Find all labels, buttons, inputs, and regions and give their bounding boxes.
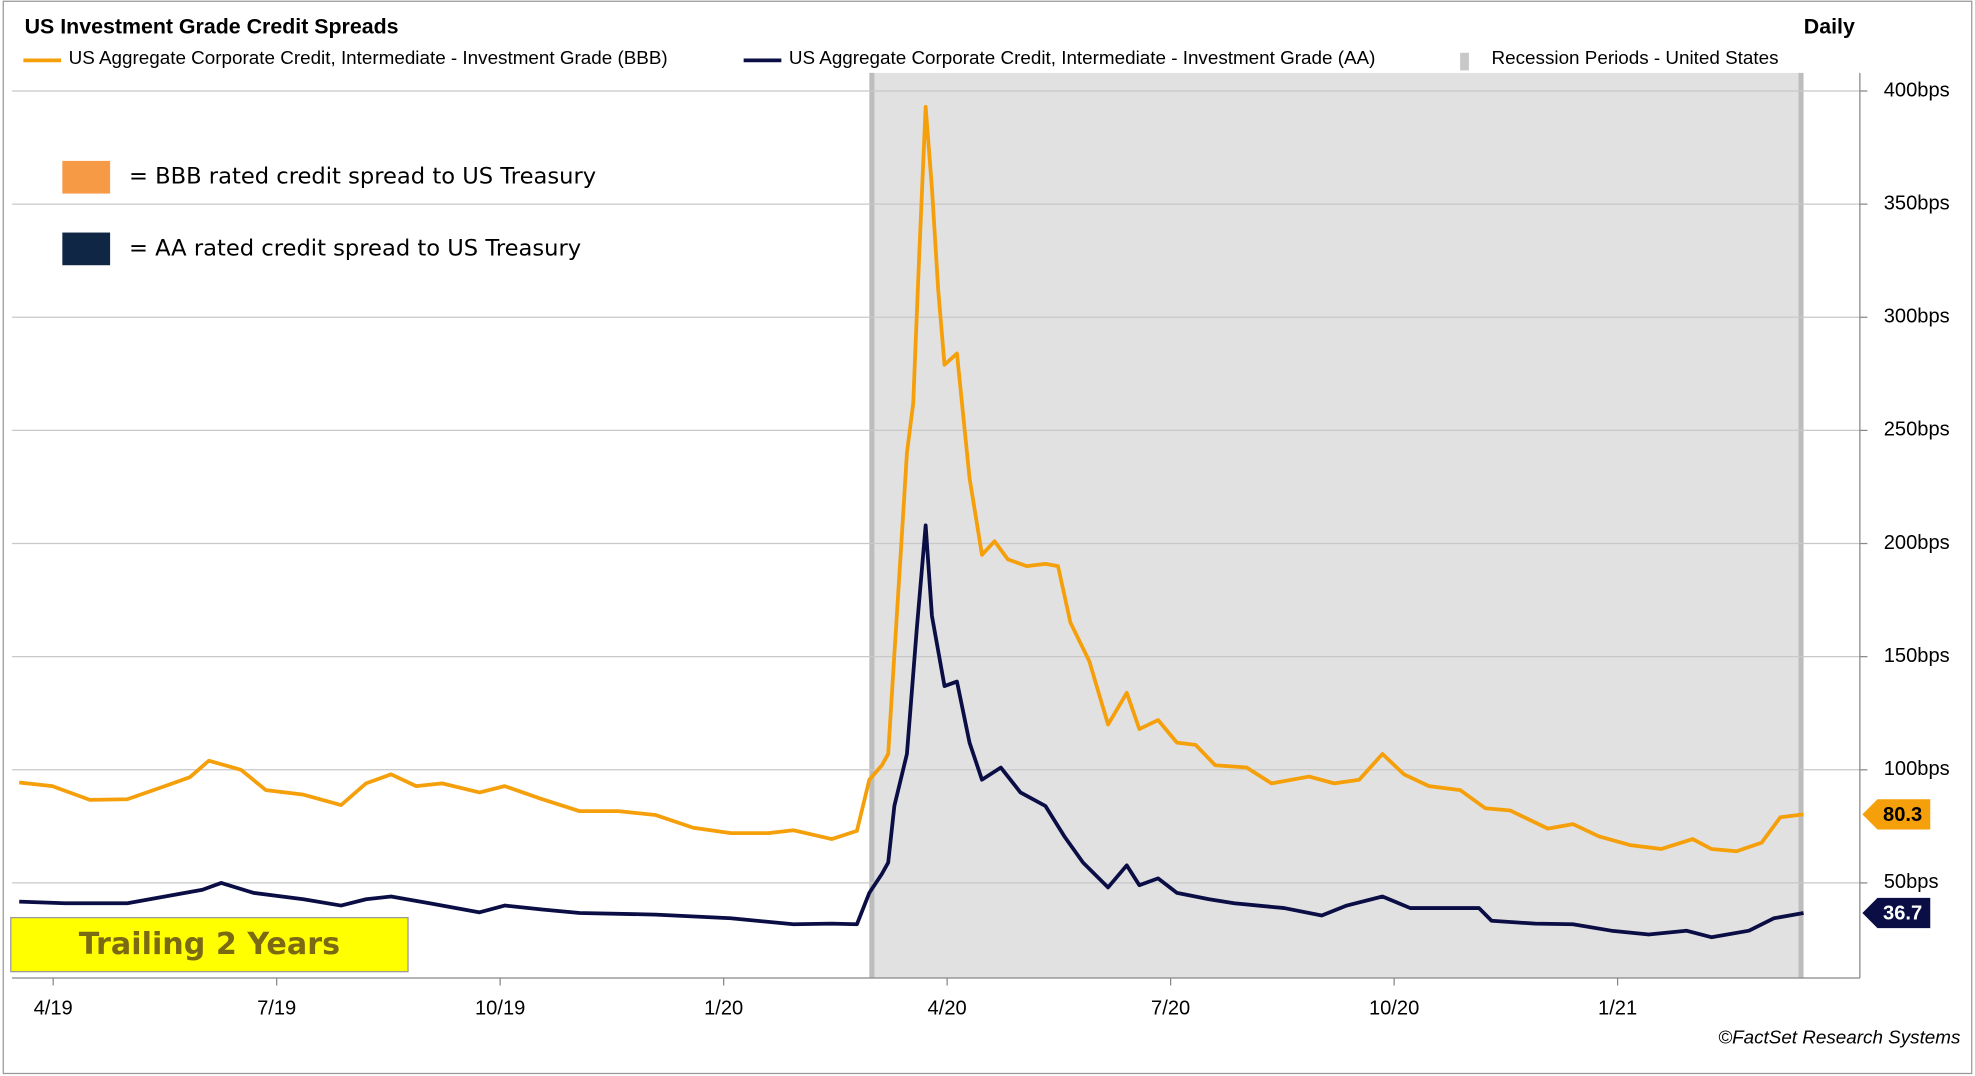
last-value-tag [1862,897,1931,929]
annotation: Trailing 2 Years [79,927,340,962]
chart-title: US Investment Grade Credit Spreads [25,14,399,38]
y-tick-label: 100bps [1884,758,1950,780]
legend-label: US Aggregate Corporate Credit, Intermedi… [789,47,1376,68]
legend-label: Recession Periods - United States [1492,47,1779,68]
y-tick-label: 300bps [1884,306,1950,328]
annotation-box [10,916,409,973]
last-value-tag [1862,799,1931,830]
y-tick-label: 50bps [1884,871,1939,893]
series-line [19,523,1804,940]
legend-label: US Aggregate Corporate Credit, Intermedi… [69,47,668,68]
y-tick-label: 400bps [1884,79,1950,101]
annotation-swatch [62,160,111,194]
series-line [19,104,1804,854]
annotation: = BBB rated credit spread to US Treasury [129,164,596,190]
y-tick-label: 350bps [1884,192,1950,214]
x-tick-label: 1/20 [704,998,743,1020]
legend-swatch [1460,52,1469,71]
frequency: Daily [1804,14,1855,38]
last-value-label: 36.7 [1883,903,1922,925]
annotation: = AA rated credit spread to US Treasury [129,235,581,261]
annotation-swatch [62,232,111,266]
x-tick-label: 4/20 [928,998,967,1020]
x-tick-label: 10/20 [1369,998,1419,1020]
y-tick-label: 200bps [1884,532,1950,554]
x-tick-label: 7/19 [257,998,296,1020]
x-tick-label: 10/19 [475,998,525,1020]
recession-band [869,72,1804,978]
y-tick-label: 250bps [1884,419,1950,441]
last-value-label: 80.3 [1883,804,1922,826]
recession-edge [1798,72,1804,978]
recession-edge [869,72,875,978]
x-tick-label: 7/20 [1151,998,1190,1020]
x-tick-label: 4/19 [34,998,73,1020]
x-tick-label: 1/21 [1598,998,1637,1020]
source: ©FactSet Research Systems [1718,1026,1961,1047]
y-tick-label: 150bps [1884,645,1950,667]
